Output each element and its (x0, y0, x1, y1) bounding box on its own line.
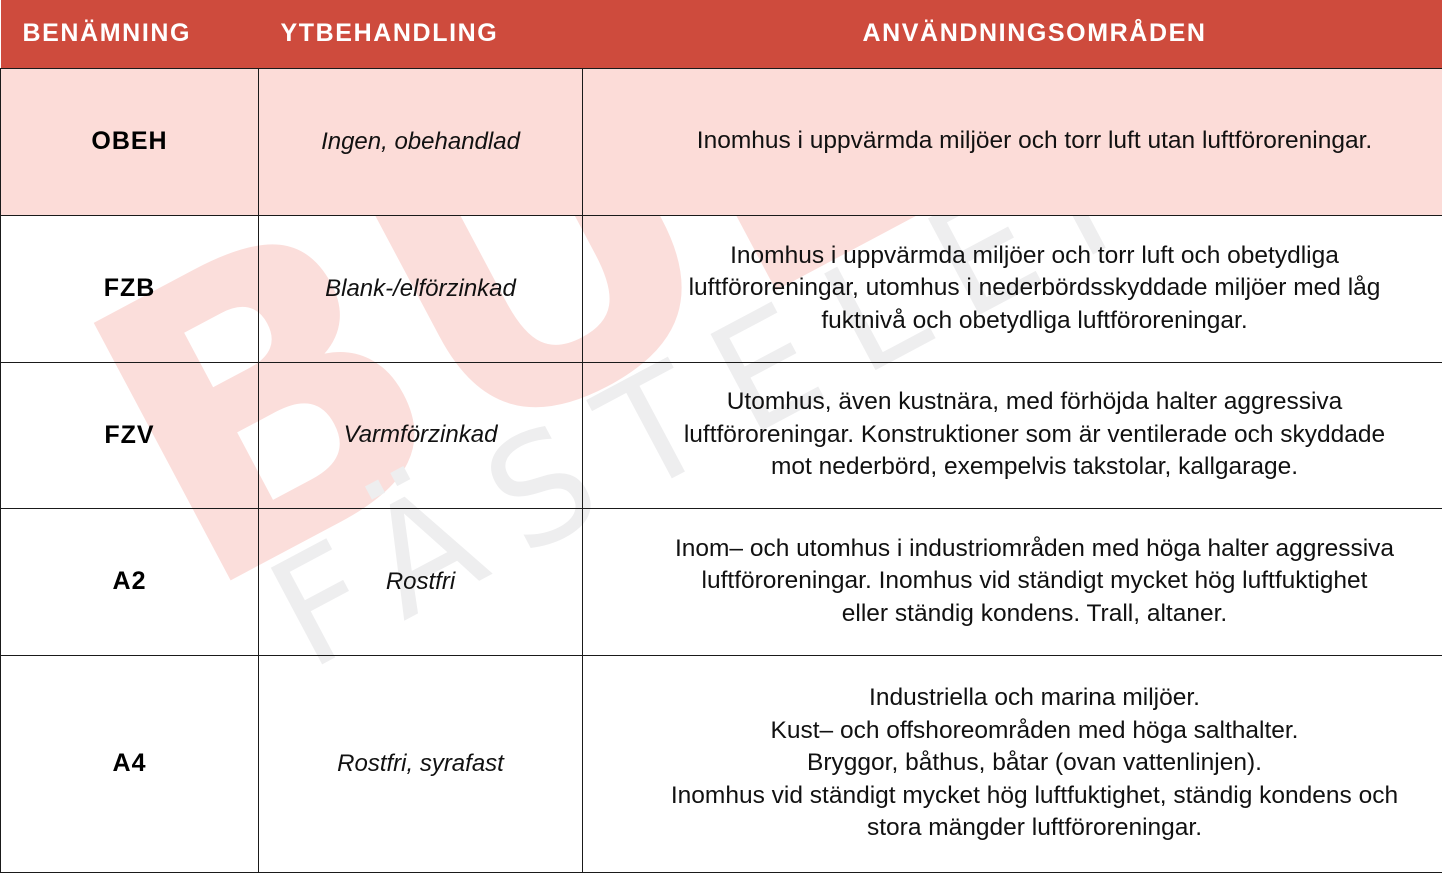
cell-ytbehandling: Rostfri, syrafast (258, 654, 583, 873)
usage-line: eller ständig kondens. Trall, altaner. (841, 599, 1228, 627)
column-header-benamning: BENÄMNING (0, 0, 259, 68)
table-header-row: BENÄMNING YTBEHANDLING ANVÄNDNINGSOMRÅDE… (0, 0, 1442, 68)
cell-ytbehandling: Ingen, obehandlad (258, 67, 583, 216)
table-row: FZV Varmförzinkad Utomhus, även kustnära, … (0, 361, 1442, 509)
usage-line: mot nederbörd, exempelvis takstolar, kal… (770, 453, 1299, 481)
cell-benamning: OBEH (0, 67, 259, 216)
cell-benamning: FZV (0, 361, 259, 509)
cell-ytbehandling: Blank-/elförzinkad (258, 214, 583, 363)
usage-line: Kust– och offshoreområden med höga salth… (770, 716, 1299, 744)
cell-benamning: A2 (0, 507, 259, 656)
table-row: A4 Rostfri, syrafast Industriella och mari… (0, 654, 1442, 873)
cell-anvandningsomraden: Inom– och utomhus i industriområden med … (582, 507, 1442, 656)
usage-line: Inomhus vid ständigt mycket hög luftfukt… (670, 781, 1399, 809)
table-header: BENÄMNING YTBEHANDLING ANVÄNDNINGSOMRÅDE… (0, 0, 1442, 68)
cell-anvandningsomraden: Industriella och marina miljöer. Kust– oc… (582, 654, 1442, 873)
cell-anvandningsomraden: Utomhus, även kustnära, med förhöjda hal… (582, 361, 1442, 509)
usage-line: Inomhus i uppvärmda miljöer och torr luf… (696, 127, 1373, 155)
column-header-ytbehandling: YTBEHANDLING (258, 0, 583, 68)
cell-benamning: A4 (0, 654, 259, 873)
cell-anvandningsomraden: Inomhus i uppvärmda miljöer och torr luf… (582, 67, 1442, 216)
usage-line: luftföroreningar. Inomhus vid ständigt m… (701, 567, 1368, 595)
usage-line: stora mängder luftföroreningar. (866, 814, 1203, 842)
usage-line: Bryggor, båthus, båtar (ovan vattenlinje… (807, 749, 1262, 777)
usage-line: Inomhus i uppvärmda miljöer och torr luf… (730, 241, 1339, 269)
table-row: FZB Blank-/elförzinkad Inomhus i uppvärmda… (0, 214, 1442, 363)
table-body: OBEH Ingen, obehandlad Inomhus i uppvärmda… (0, 67, 1442, 873)
usage-line: luftföroreningar, utomhus i nederbördssk… (688, 274, 1381, 302)
cell-benamning: FZB (0, 214, 259, 363)
table-row: A2 Rostfri Inom– och utomhus i industriomr… (0, 507, 1442, 656)
usage-line: Utomhus, även kustnära, med förhöjda hal… (726, 388, 1343, 416)
usage-line: luftföroreningar. Konstruktioner som är … (683, 420, 1386, 448)
column-header-anvandningsomraden: ANVÄNDNINGSOMRÅDEN (582, 0, 1442, 68)
table-row: OBEH Ingen, obehandlad Inomhus i uppvärmda… (0, 67, 1442, 216)
cell-ytbehandling: Rostfri (258, 507, 583, 656)
cell-ytbehandling: Varmförzinkad (258, 361, 583, 509)
usage-line: Industriella och marina miljöer. (869, 684, 1200, 712)
usage-line: fuktnivå och obetydliga luftföroreningar… (821, 306, 1248, 334)
usage-line: Inom– och utomhus i industriområden med … (674, 534, 1395, 562)
cell-anvandningsomraden: Inomhus i uppvärmda miljöer och torr luf… (582, 214, 1442, 363)
